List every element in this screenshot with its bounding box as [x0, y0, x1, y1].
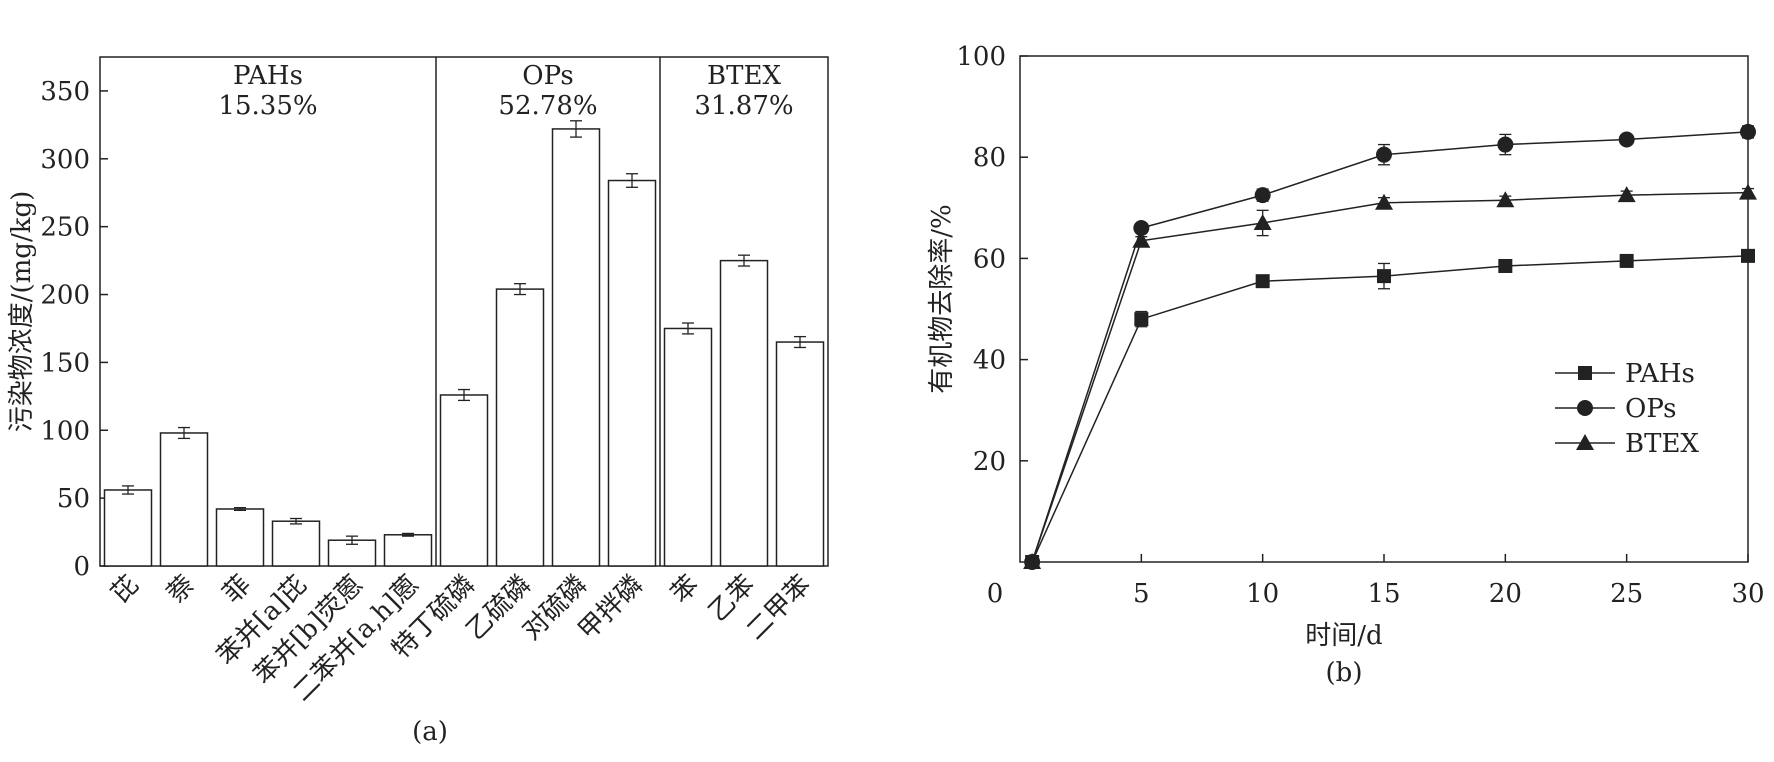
legend-label: OPs [1625, 394, 1676, 424]
x-tick-label: 5 [1133, 579, 1150, 609]
bar [159, 432, 209, 567]
data-point [1619, 253, 1634, 268]
x-tick-label: 30 [1731, 579, 1764, 609]
chart-b-frame [1019, 55, 1749, 563]
bar [663, 327, 713, 567]
category-label: 甲拌磷 [573, 570, 649, 646]
data-point [1376, 146, 1392, 163]
y-tick-label: 300 [40, 145, 90, 175]
data-point [1132, 231, 1151, 248]
data-point [1741, 248, 1755, 263]
chart-b: 20 40 60 80 100 0 5 10 15 20 25 30 时间/d 有机物去除率/% PAHs O… [927, 42, 1765, 688]
legend-label: BTEX [1625, 429, 1699, 459]
y-tick-label: 150 [40, 348, 90, 378]
bar [103, 489, 153, 567]
bar [327, 539, 377, 567]
data-point [1617, 186, 1636, 203]
y-tick-label: 20 [973, 447, 1006, 477]
x-axis-label: 时间/d [1305, 621, 1382, 651]
bar [215, 508, 265, 567]
y-tick-label: 250 [40, 213, 90, 243]
group-name: BTEX [707, 61, 781, 91]
category-label: 菲 [217, 570, 257, 610]
y-tick-label: 40 [973, 346, 1006, 376]
panel-label-a: (a) [412, 717, 448, 747]
group-name: OPs [522, 61, 573, 91]
category-label: 二甲苯 [741, 570, 817, 646]
legend-label: PAHs [1625, 359, 1695, 389]
x-tick-label: 0 [987, 579, 1004, 609]
legend-marker [1578, 366, 1592, 380]
x-tick-label: 20 [1489, 579, 1522, 609]
bar [719, 259, 769, 567]
x-tick-label: 25 [1610, 579, 1643, 609]
data-point [1498, 258, 1513, 273]
data-point [1496, 191, 1515, 208]
bar [607, 179, 657, 567]
y-tick-label: 60 [973, 244, 1006, 274]
series-ops [1024, 123, 1756, 570]
series-line [1031, 131, 1749, 563]
category-label: 芘 [105, 570, 145, 610]
y-tick-label: 50 [57, 484, 90, 514]
category-label: 萘 [161, 570, 201, 610]
data-point [1134, 312, 1149, 327]
data-point [1255, 274, 1270, 289]
bar [495, 288, 545, 567]
data-point [1253, 213, 1272, 230]
y-tick-label: 350 [40, 77, 90, 107]
x-tick-label: 10 [1246, 579, 1279, 609]
data-point [1375, 193, 1393, 210]
data-point [1254, 187, 1271, 204]
group-name: PAHs [233, 61, 303, 91]
data-point [1377, 269, 1391, 284]
bar [383, 534, 433, 567]
group-percent: 31.87% [694, 91, 793, 121]
data-point [1023, 553, 1042, 569]
bar [775, 341, 825, 567]
data-point [1497, 136, 1514, 153]
category-label: 苯 [665, 570, 705, 610]
legend-marker [1577, 400, 1593, 416]
y-tick-label: 100 [956, 42, 1006, 72]
y-tick-label: 0 [73, 552, 90, 582]
y-tick-label: 200 [40, 281, 90, 311]
y-axis-label: 有机物去除率/% [927, 204, 957, 393]
group-percent: 15.35% [218, 91, 317, 121]
x-tick-label: 15 [1367, 579, 1400, 609]
group-percent: 52.78% [498, 91, 597, 121]
data-point [1133, 220, 1150, 237]
series-btex [1023, 183, 1757, 569]
legend-marker [1576, 434, 1594, 450]
bar [551, 128, 601, 567]
bar [439, 394, 489, 567]
data-point [1739, 183, 1757, 200]
y-tick-label: 100 [40, 416, 90, 446]
y-tick-label: 80 [973, 143, 1006, 173]
panel-label-b: (b) [1326, 658, 1363, 688]
y-axis-label: 污染物浓度/(mg/kg) [7, 191, 37, 433]
bar [271, 520, 321, 567]
data-point [1740, 123, 1756, 140]
chart-a: 050100150200250300350污染物浓度/(mg/kg)芘萘菲苯并[… [7, 56, 829, 747]
data-point [1618, 131, 1635, 148]
